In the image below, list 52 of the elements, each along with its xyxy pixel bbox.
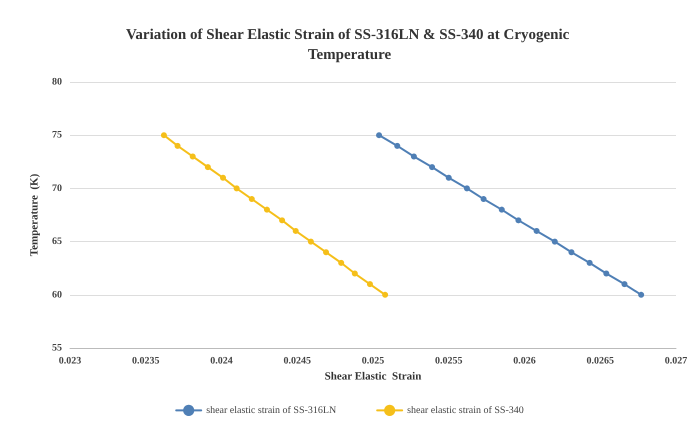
point bbox=[568, 249, 574, 256]
y-tick-label: 80 bbox=[52, 76, 62, 88]
point bbox=[204, 164, 211, 170]
point bbox=[264, 206, 270, 213]
point bbox=[394, 142, 400, 149]
point bbox=[376, 132, 382, 138]
point bbox=[621, 281, 628, 288]
point bbox=[352, 270, 358, 277]
point bbox=[308, 238, 314, 245]
point bbox=[366, 281, 373, 288]
point bbox=[429, 164, 436, 170]
point bbox=[586, 260, 593, 266]
point bbox=[279, 217, 286, 224]
y-tick-label: 70 bbox=[52, 182, 62, 194]
chart-title: Variation of Shear Elastic Strain of SS-316LN & SS-340 at Cryogenic Temperature bbox=[126, 27, 574, 63]
point bbox=[552, 238, 558, 245]
point bbox=[220, 174, 226, 181]
point bbox=[638, 292, 644, 298]
x-tick-label: 0.023 bbox=[58, 356, 82, 366]
point bbox=[410, 153, 417, 160]
x-tick-label: 0.0245 bbox=[284, 356, 311, 366]
point bbox=[534, 228, 540, 234]
x-tick-label: 0.027 bbox=[664, 356, 688, 366]
x-tick-label: 0.0235 bbox=[132, 356, 160, 366]
point bbox=[338, 260, 344, 266]
y-tick-label: 75 bbox=[52, 130, 62, 141]
point bbox=[464, 185, 470, 192]
point bbox=[446, 174, 452, 181]
point bbox=[248, 196, 255, 202]
x-tick-label: 0.025 bbox=[362, 356, 384, 366]
point bbox=[160, 132, 167, 138]
point bbox=[382, 292, 388, 298]
point bbox=[480, 196, 487, 202]
point bbox=[498, 206, 505, 213]
x-axis-title: Shear Elastic Strain bbox=[324, 370, 422, 382]
legend-label: shear elastic strain of SS-340 bbox=[407, 404, 524, 416]
y-axis-title: Temperature (K) bbox=[28, 173, 40, 256]
point bbox=[603, 270, 610, 277]
point bbox=[292, 228, 299, 234]
y-tick-label: 60 bbox=[52, 289, 62, 300]
x-tick-label: 0.024 bbox=[210, 356, 233, 366]
y-tick-label: 65 bbox=[52, 236, 62, 248]
x-tick-label: 0.0265 bbox=[586, 356, 614, 366]
legend-label: shear elastic strain of SS-316LN bbox=[206, 404, 336, 416]
y-tick-label: 55 bbox=[52, 342, 62, 354]
x-tick-label: 0.0255 bbox=[435, 356, 462, 366]
point bbox=[515, 217, 522, 224]
point bbox=[190, 153, 196, 160]
point bbox=[323, 249, 330, 256]
point bbox=[234, 185, 240, 192]
point bbox=[174, 142, 181, 149]
x-tick-label: 0.026 bbox=[513, 356, 536, 366]
